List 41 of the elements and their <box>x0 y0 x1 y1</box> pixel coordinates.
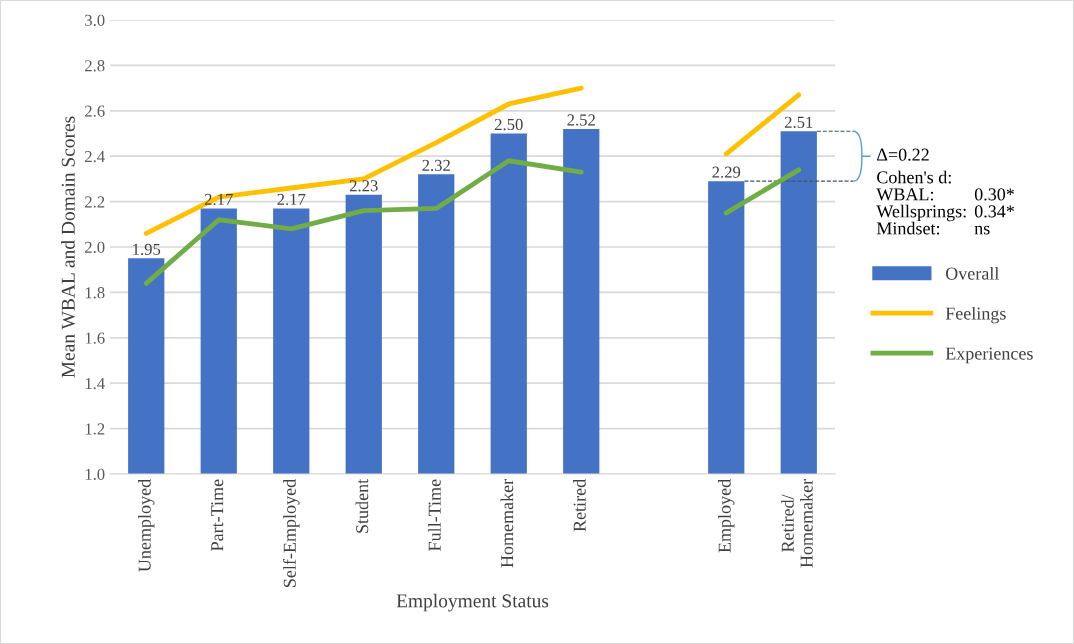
data-label: 2.50 <box>494 118 523 131</box>
text: WBAL: <box>876 188 934 201</box>
text: 0.34* <box>974 205 1014 218</box>
x-tick-label: Self-Employed <box>282 479 300 587</box>
x-tick-label: Retired <box>573 479 586 532</box>
x-tick-label: Retired/ Homemaker <box>781 479 813 568</box>
x-tick-label: Student <box>355 478 369 533</box>
y-tick-label: 2.6 <box>85 105 105 117</box>
data-label: 2.51 <box>784 116 813 128</box>
x-tick-label: Employed <box>718 479 735 553</box>
text: Δ=0.22 <box>877 148 929 161</box>
y-tick-label: 1.6 <box>85 332 105 344</box>
y-tick-label: 2.0 <box>85 241 105 254</box>
y-tick-label: 2.4 <box>85 150 105 163</box>
y-tick-label: 1.0 <box>85 468 105 481</box>
text: 0.30* <box>974 188 1014 201</box>
legend-label: Experiences <box>945 347 1033 364</box>
legend-label: Overall <box>945 266 999 280</box>
y-tick-label: 3.0 <box>85 14 105 27</box>
x-tick-label: Unemployed <box>138 479 155 572</box>
y-tick-label: 1.2 <box>85 423 105 435</box>
y-tick-label: 1.8 <box>85 287 105 299</box>
x-tick-label: Homemaker <box>500 479 514 568</box>
text: ns <box>974 225 990 235</box>
x-tick-label: Full-Time <box>428 479 441 551</box>
y-tick-label: 1.4 <box>85 377 105 390</box>
text: Cohen's d: <box>877 170 951 184</box>
legend-label: Feelings <box>945 306 1006 324</box>
data-label: 2.52 <box>567 114 595 126</box>
y-axis-title: Mean WBAL and Domain Scores <box>61 116 75 378</box>
y-tick-label: 2.2 <box>85 196 105 208</box>
data-label: 2.17 <box>277 193 306 206</box>
data-label: 1.95 <box>133 243 161 256</box>
x-axis-title: Employment Status <box>396 593 549 612</box>
data-label: 2.29 <box>712 166 741 178</box>
text: Wellsprings: <box>876 204 966 222</box>
x-tick-label: Part-Time <box>211 479 224 551</box>
text: Mindset: <box>876 221 940 235</box>
data-label: 2.32 <box>422 159 450 172</box>
data-label: 2.23 <box>349 180 378 192</box>
y-tick-label: 2.8 <box>85 60 105 72</box>
